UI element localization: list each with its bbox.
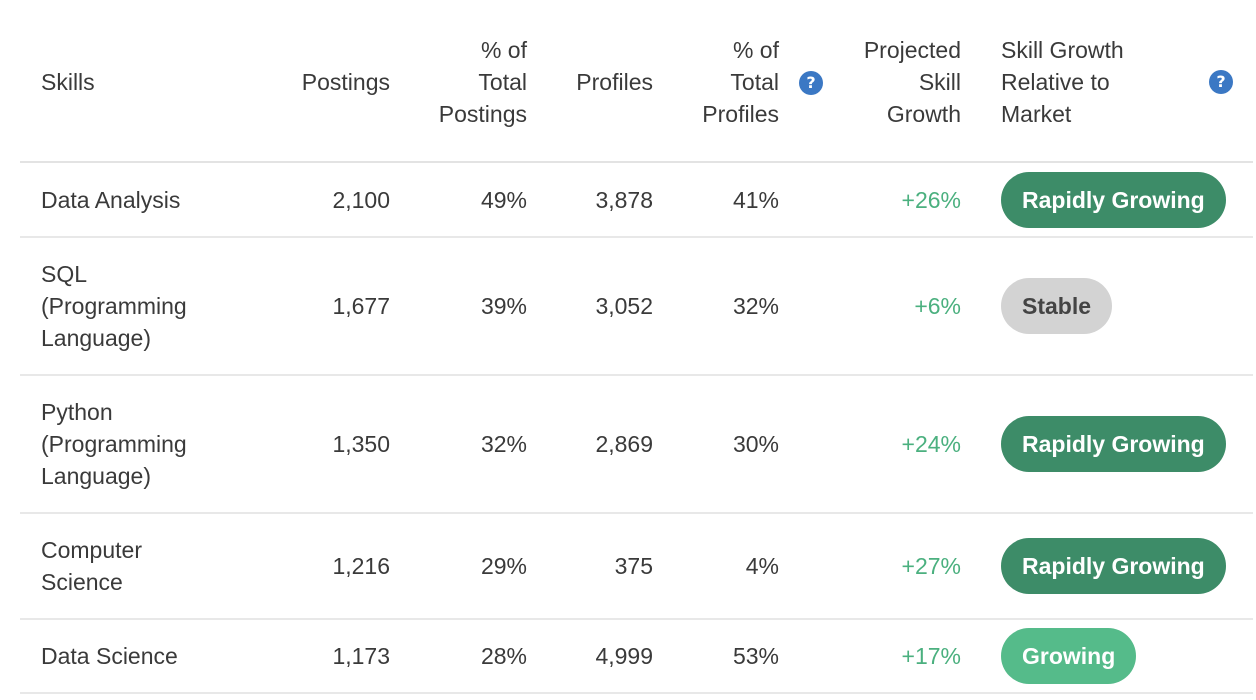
pct-profiles-cell: 4% — [653, 513, 779, 620]
header-relative-growth-text: Skill Growth Relative to Market — [1001, 34, 1124, 130]
pct-postings-cell: 49% — [390, 162, 527, 238]
header-growth-line: Growth — [886, 100, 961, 127]
skill-name: Science — [41, 569, 123, 595]
skill-name: Language) — [41, 325, 151, 351]
skill-cell: Data Science — [20, 619, 247, 694]
header-pct-postings-line: Postings — [438, 100, 527, 127]
skill-name: Data Analysis — [41, 186, 181, 213]
header-projected-growth[interactable]: Projected Skill Growth — [823, 0, 961, 163]
header-pct-postings-line: % of — [480, 36, 527, 63]
header-relative-growth-wrap: Skill Growth Relative to Market ? — [961, 34, 1253, 130]
table-header-row: Skills Postings % of Total Postings Prof… — [20, 0, 1253, 163]
spacer-cell — [779, 162, 823, 238]
help-question-icon[interactable]: ? — [799, 71, 823, 96]
header-pct-profiles-line: Profiles — [702, 100, 779, 127]
pct-postings-cell: 29% — [390, 513, 527, 620]
skill-cell: Python (Programming Language) — [20, 375, 247, 514]
skill-name: Python — [41, 399, 113, 425]
status-cell: Stable — [961, 237, 1253, 376]
status-cell: Growing — [961, 619, 1253, 694]
growth-cell: +27% — [823, 513, 961, 620]
profiles-cell: 2,869 — [527, 375, 653, 514]
spacer-cell — [779, 513, 823, 620]
header-pct-profiles-line: Total — [730, 68, 779, 95]
help-question-icon[interactable]: ? — [1209, 69, 1233, 94]
table-row: Data Science 1,173 28% 4,999 53% +17% Gr… — [20, 619, 1253, 694]
table-row: Computer Science 1,216 29% 375 4% +27% R… — [20, 513, 1253, 620]
table-row: Data Analysis 2,100 49% 3,878 41% +26% R… — [20, 162, 1253, 238]
header-growth-line: Skill — [918, 68, 961, 95]
skills-table: Skills Postings % of Total Postings Prof… — [20, 0, 1253, 694]
pct-profiles-cell: 53% — [653, 619, 779, 694]
pct-profiles-cell: 41% — [653, 162, 779, 238]
postings-cell: 2,100 — [247, 162, 390, 238]
skill-name: Data Science — [41, 643, 178, 669]
skill-cell: Data Analysis — [20, 162, 247, 238]
growth-cell: +6% — [823, 237, 961, 376]
spacer-cell — [779, 237, 823, 376]
status-cell: Rapidly Growing — [961, 375, 1253, 514]
status-badge: Rapidly Growing — [1001, 538, 1226, 594]
profiles-cell: 3,878 — [527, 162, 653, 238]
skill-cell: SQL (Programming Language) — [20, 237, 247, 376]
growth-cell: +26% — [823, 162, 961, 238]
pct-postings-cell: 28% — [390, 619, 527, 694]
skill-name: (Programming — [41, 431, 187, 457]
header-relative-line: Market — [1001, 100, 1072, 127]
header-postings-label: Postings — [301, 68, 390, 95]
skill-name: Language) — [41, 463, 151, 489]
status-badge: Stable — [1001, 278, 1113, 334]
header-relative-growth[interactable]: Skill Growth Relative to Market ? — [961, 0, 1253, 163]
profiles-cell: 375 — [527, 513, 653, 620]
postings-cell: 1,216 — [247, 513, 390, 620]
skill-cell: Computer Science — [20, 513, 247, 620]
header-profiles-label: Profiles — [576, 68, 653, 95]
spacer-cell — [779, 375, 823, 514]
profiles-cell: 4,999 — [527, 619, 653, 694]
header-growth-line: Projected — [863, 36, 961, 63]
growth-cell: +24% — [823, 375, 961, 514]
skill-name: SQL — [41, 261, 88, 287]
status-badge: Rapidly Growing — [1001, 171, 1226, 228]
header-pct-total-postings[interactable]: % of Total Postings — [390, 0, 527, 163]
postings-cell: 1,173 — [247, 619, 390, 694]
status-cell: Rapidly Growing — [961, 513, 1253, 620]
header-relative-line: Skill Growth — [1001, 36, 1124, 63]
skills-table-container: Skills Postings % of Total Postings Prof… — [20, 0, 1253, 694]
header-pct-postings-line: Total — [478, 68, 527, 95]
pct-profiles-cell: 30% — [653, 375, 779, 514]
table-row: Python (Programming Language) 1,350 32% … — [20, 375, 1253, 514]
header-pct-profiles-line: % of — [732, 36, 779, 63]
status-cell: Rapidly Growing — [961, 162, 1253, 238]
postings-cell: 1,677 — [247, 237, 390, 376]
header-skills[interactable]: Skills — [20, 0, 247, 163]
pct-profiles-cell: 32% — [653, 237, 779, 376]
header-profiles[interactable]: Profiles — [527, 0, 653, 163]
skill-name: (Programming — [41, 293, 187, 319]
status-badge: Growing — [1001, 628, 1137, 684]
header-profiles-help: ? — [779, 0, 823, 163]
skill-name: Computer — [41, 537, 142, 563]
header-postings[interactable]: Postings — [247, 0, 390, 163]
header-skills-label: Skills — [41, 68, 95, 95]
header-relative-line: Relative to — [1001, 68, 1110, 95]
pct-postings-cell: 32% — [390, 375, 527, 514]
profiles-cell: 3,052 — [527, 237, 653, 376]
growth-cell: +17% — [823, 619, 961, 694]
postings-cell: 1,350 — [247, 375, 390, 514]
status-badge: Rapidly Growing — [1001, 416, 1226, 472]
header-pct-total-profiles[interactable]: % of Total Profiles — [653, 0, 779, 163]
pct-postings-cell: 39% — [390, 237, 527, 376]
spacer-cell — [779, 619, 823, 694]
table-row: SQL (Programming Language) 1,677 39% 3,0… — [20, 237, 1253, 376]
